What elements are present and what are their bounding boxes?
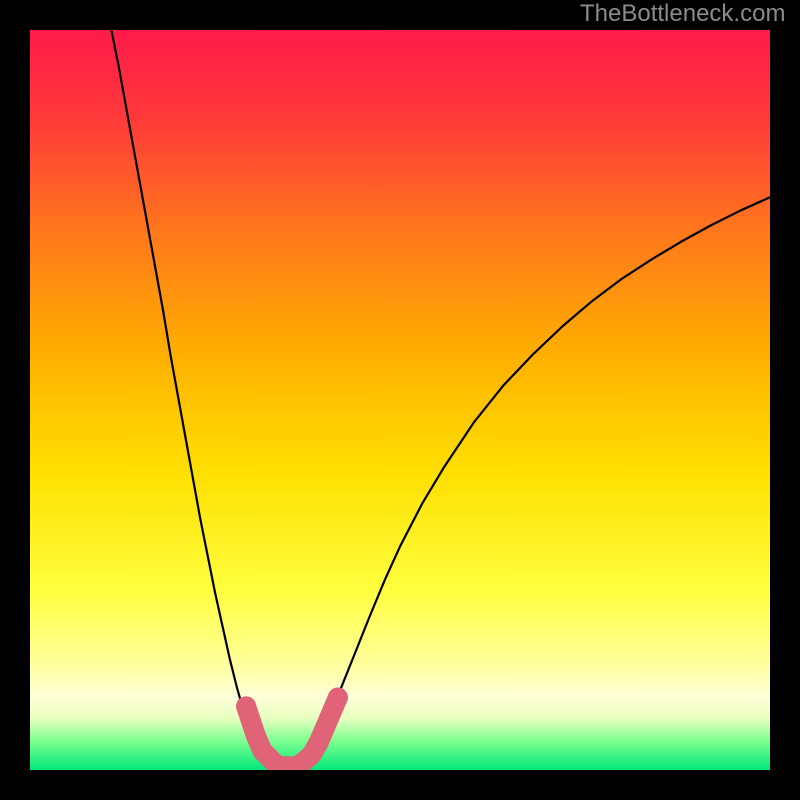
marker-dot (315, 717, 335, 737)
marker-dot (252, 741, 272, 761)
watermark-text: TheBottleneck.com (580, 0, 785, 28)
plot-area (30, 30, 770, 770)
gradient-background (30, 30, 770, 770)
plot-svg (30, 30, 770, 770)
marker-dot (328, 687, 348, 707)
